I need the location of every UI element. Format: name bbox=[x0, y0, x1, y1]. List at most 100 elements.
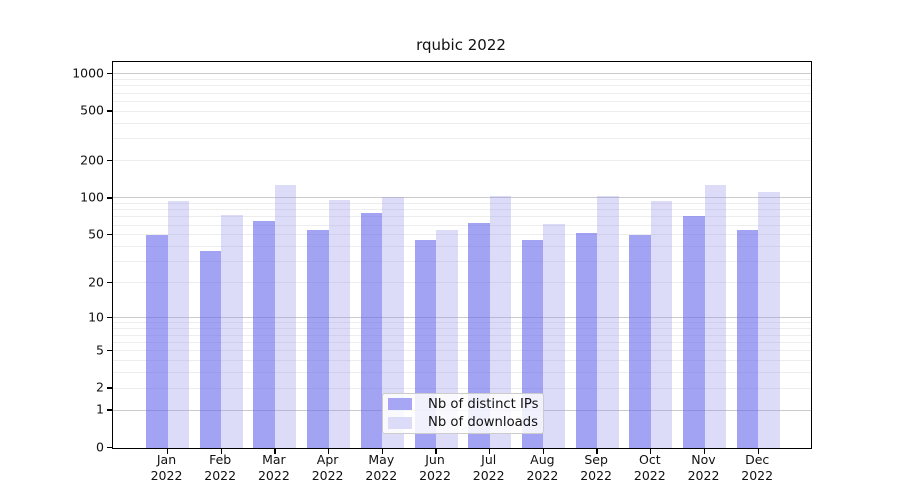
ips-bar-oct bbox=[629, 234, 651, 448]
ips-bar-jul bbox=[468, 223, 490, 448]
x-tick-label: Feb 2022 bbox=[204, 452, 236, 484]
plot-area: Nb of distinct IPs Nb of downloads bbox=[107, 61, 812, 454]
y-tick-mark bbox=[107, 317, 113, 319]
y-tick-label: 1000 bbox=[72, 65, 104, 81]
minor-gridline bbox=[113, 334, 811, 336]
x-tick-label: Jun 2022 bbox=[419, 452, 451, 484]
x-tick-mark bbox=[381, 447, 383, 454]
x-tick-label: Jan 2022 bbox=[151, 452, 183, 484]
minor-gridline bbox=[113, 387, 811, 389]
downloads-bar-mar bbox=[274, 185, 297, 448]
x-tick-mark bbox=[703, 447, 706, 454]
x-tick-year: 2022 bbox=[580, 468, 612, 483]
x-tick-month: Aug bbox=[530, 452, 555, 467]
x-tick-label: Mar 2022 bbox=[258, 452, 290, 484]
downloads-bar-jul bbox=[489, 196, 512, 448]
legend: Nb of distinct IPs Nb of downloads bbox=[382, 393, 544, 434]
downloads-bar-may bbox=[382, 197, 404, 448]
downloads-bar-apr bbox=[328, 200, 351, 448]
x-tick-year: 2022 bbox=[526, 468, 559, 483]
x-tick-month: Dec bbox=[745, 452, 770, 467]
x-tick-mark bbox=[435, 447, 437, 454]
y-tick-mark bbox=[107, 446, 113, 449]
x-tick-month: Apr bbox=[316, 452, 339, 467]
minor-gridline bbox=[113, 100, 811, 102]
x-tick-year: 2022 bbox=[419, 468, 451, 483]
x-tick-label: May 2022 bbox=[365, 452, 397, 484]
minor-gridline bbox=[113, 122, 811, 124]
x-tick-label: Aug 2022 bbox=[526, 452, 558, 484]
x-tick-label: Oct 2022 bbox=[634, 452, 666, 484]
legend-swatch-distinct-ips bbox=[388, 398, 412, 411]
x-tick-year: 2022 bbox=[741, 468, 774, 483]
major-gridline bbox=[113, 73, 811, 75]
x-tick-mark bbox=[596, 447, 598, 454]
ips-bar-nov bbox=[683, 216, 705, 448]
x-tick-mark bbox=[650, 447, 652, 454]
y-tick-label: 5 bbox=[96, 342, 104, 358]
x-tick-month: Mar bbox=[262, 452, 286, 467]
x-tick-label: Dec 2022 bbox=[741, 452, 773, 484]
chart-title: rqubic 2022 bbox=[416, 36, 506, 54]
downloads-bar-jan bbox=[167, 200, 189, 448]
y-tick-mark bbox=[107, 282, 113, 284]
x-tick-mark bbox=[327, 447, 330, 454]
y-tick-mark bbox=[107, 197, 113, 199]
y-tick-label: 2 bbox=[96, 379, 104, 395]
ips-bar-jan bbox=[146, 234, 168, 448]
downloads-bar-aug bbox=[543, 224, 565, 448]
y-tick-mark bbox=[107, 110, 113, 112]
x-tick-month: Jul bbox=[481, 452, 497, 467]
legend-label-downloads: Nb of downloads bbox=[428, 415, 538, 431]
x-tick-mark bbox=[166, 447, 169, 454]
ips-bar-feb bbox=[199, 250, 222, 448]
y-tick-mark bbox=[107, 234, 113, 236]
minor-gridline bbox=[113, 350, 811, 352]
minor-gridline bbox=[113, 209, 811, 211]
x-tick-month: Jan bbox=[156, 452, 177, 467]
x-tick-mark bbox=[274, 447, 276, 454]
minor-gridline bbox=[113, 234, 811, 236]
downloads-bar-nov bbox=[704, 185, 726, 448]
minor-gridline bbox=[113, 110, 811, 112]
y-tick-mark bbox=[107, 73, 113, 75]
x-tick-label: Nov 2022 bbox=[688, 452, 720, 484]
y-tick-label: 0 bbox=[96, 439, 104, 454]
y-tick-label: 10 bbox=[88, 309, 104, 325]
x-tick-year: 2022 bbox=[204, 468, 237, 483]
minor-gridline bbox=[113, 202, 811, 204]
minor-gridline bbox=[113, 85, 811, 87]
minor-gridline bbox=[113, 138, 811, 140]
x-tick-year: 2022 bbox=[365, 468, 398, 483]
x-tick-month: Sep bbox=[584, 452, 608, 467]
y-tick-label: 200 bbox=[80, 152, 104, 168]
minor-gridline bbox=[113, 328, 811, 330]
major-gridline bbox=[113, 317, 811, 319]
ips-bar-apr bbox=[307, 229, 329, 448]
x-tick-month: May bbox=[368, 452, 395, 467]
minor-gridline bbox=[113, 78, 811, 80]
minor-gridline bbox=[113, 261, 811, 263]
y-tick-label: 100 bbox=[80, 189, 104, 205]
x-tick-month: Nov bbox=[691, 452, 716, 467]
major-gridline bbox=[113, 197, 811, 199]
y-tick-mark bbox=[107, 409, 113, 411]
x-tick-year: 2022 bbox=[633, 468, 666, 483]
downloads-bar-dec bbox=[758, 192, 780, 448]
ips-bar-mar bbox=[253, 220, 275, 448]
minor-gridline bbox=[113, 224, 811, 226]
y-tick-label: 500 bbox=[80, 102, 104, 118]
downloads-bar-sep bbox=[597, 196, 619, 448]
ips-bar-sep bbox=[575, 232, 598, 448]
x-tick-mark bbox=[489, 447, 491, 454]
x-tick-month: Oct bbox=[638, 452, 661, 467]
minor-gridline bbox=[113, 246, 811, 248]
y-tick-mark bbox=[107, 159, 113, 162]
downloads-bar-oct bbox=[650, 201, 673, 448]
x-tick-label: Sep 2022 bbox=[580, 452, 612, 484]
minor-gridline bbox=[113, 372, 811, 373]
minor-gridline bbox=[113, 322, 811, 324]
minor-gridline bbox=[113, 359, 811, 361]
ips-bar-may bbox=[360, 213, 383, 448]
y-tick-label: 1 bbox=[96, 401, 104, 417]
